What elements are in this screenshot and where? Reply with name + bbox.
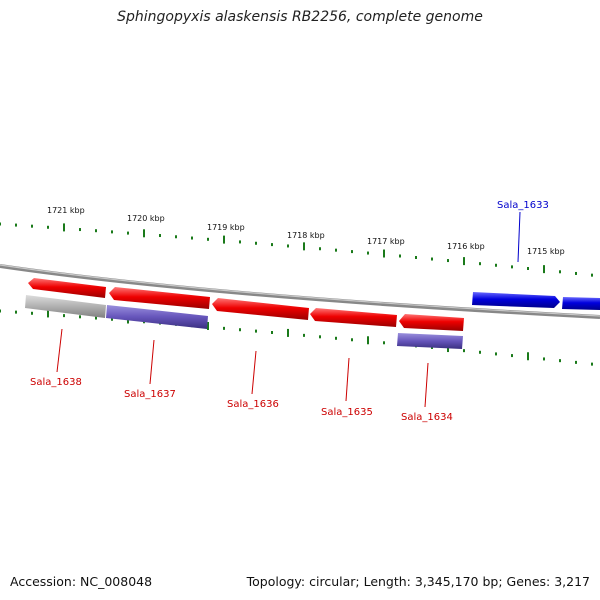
kbp-label: 1717 kbp (367, 237, 405, 246)
genome-backbone (0, 264, 600, 319)
label-leaders (56, 328, 429, 408)
kbp-label: 1715 kbp (527, 247, 565, 256)
kbp-label: 1719 kbp (207, 223, 245, 232)
upper-tick-track (0, 222, 593, 277)
gene-arrow-sala-1637[interactable] (109, 287, 210, 309)
gene-label-sala-1633[interactable]: Sala_1633 (497, 200, 549, 211)
accession-text: Accession: NC_008048 (10, 574, 153, 589)
kbp-label: 1716 kbp (447, 242, 485, 251)
genome-summary-text: Topology: circular; Length: 3,345,170 bp… (246, 574, 590, 589)
gene-label-sala-1634[interactable]: Sala_1634 (401, 412, 453, 423)
label-leader-forward (517, 211, 521, 263)
gene-label-sala-1637[interactable]: Sala_1637 (124, 389, 176, 400)
cds-bar-sala-1634[interactable] (397, 333, 463, 349)
genome-title: Sphingopyxis alaskensis RB2256, complete… (117, 9, 483, 25)
gene-label-sala-1638[interactable]: Sala_1638 (30, 377, 82, 388)
kbp-labels: 1721 kbp 1720 kbp 1719 kbp 1718 kbp 1717… (47, 206, 565, 256)
kbp-label: 1718 kbp (287, 231, 325, 240)
gene-arrow-sala-1638[interactable] (28, 278, 106, 298)
gene-arrow-sala-1635[interactable] (310, 308, 397, 327)
gene-arrow-next[interactable] (562, 297, 600, 310)
kbp-label: 1720 kbp (127, 214, 165, 223)
gene-label-sala-1636[interactable]: Sala_1636 (227, 399, 279, 410)
gene-arrow-sala-1636[interactable] (212, 298, 309, 320)
gene-arrow-sala-1634[interactable] (399, 314, 464, 331)
gene-label-sala-1635[interactable]: Sala_1635 (321, 407, 373, 418)
kbp-label: 1721 kbp (47, 206, 85, 215)
cds-bar-sala-1637[interactable] (106, 305, 208, 329)
gene-arrow-sala-1633[interactable] (472, 292, 560, 308)
cds-bar-sala-1638[interactable] (25, 295, 106, 318)
